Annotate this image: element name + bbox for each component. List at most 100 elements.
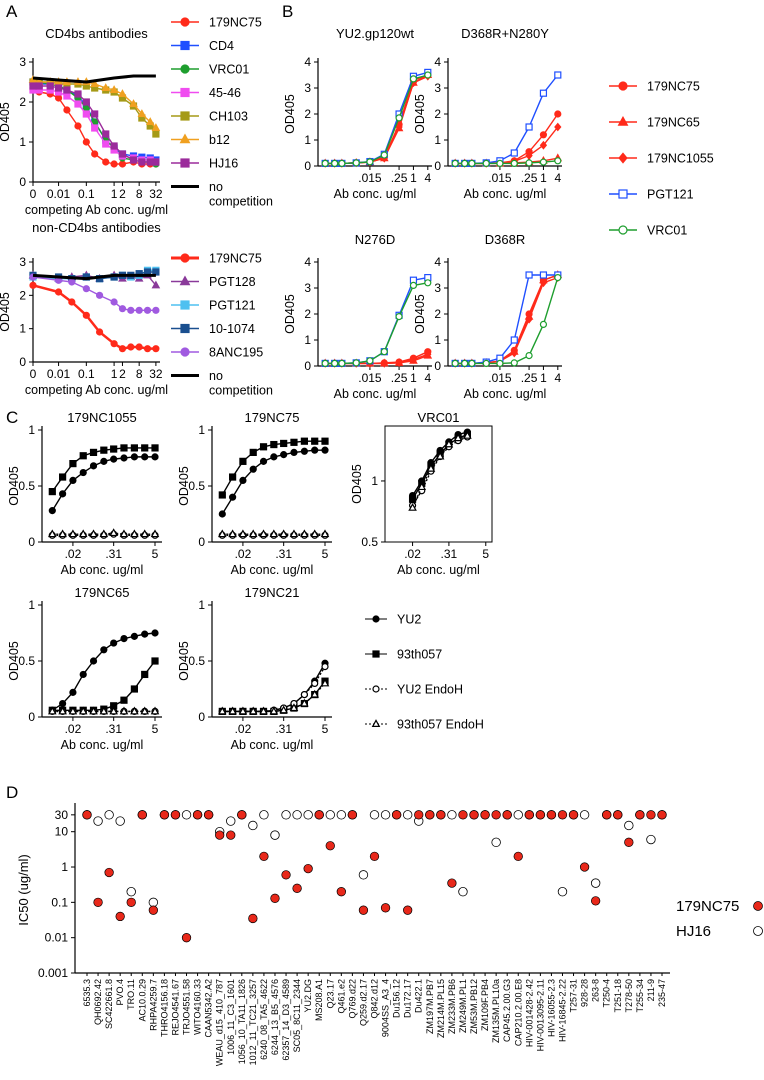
x-tick-label: 5 <box>322 722 329 736</box>
x-tick-label: 2 <box>119 187 126 201</box>
y-tick-label: 0.5 <box>18 479 35 493</box>
y-axis-label: OD405 <box>7 641 21 681</box>
y-tick-label: 0 <box>19 355 26 369</box>
x-tick-label: QH0692.42 <box>93 979 103 1025</box>
series-yu2 <box>48 453 159 515</box>
data-point <box>320 678 330 687</box>
data-point <box>310 529 320 538</box>
data-point <box>602 810 612 820</box>
data-point <box>102 140 110 148</box>
y-tick-label: 4 <box>434 55 441 69</box>
data-point <box>321 662 329 671</box>
x-tick-label: .31 <box>105 547 122 561</box>
chart-title: VRC01 <box>418 410 460 425</box>
y-tick-label: 2 <box>304 107 311 121</box>
data-point <box>347 810 358 820</box>
series-line <box>455 113 559 165</box>
data-point <box>135 343 143 351</box>
x-axis-label: Ab conc. ug/ml <box>231 738 314 752</box>
chart-title: 179NC75 <box>245 410 300 425</box>
data-point <box>338 359 346 367</box>
data-point <box>395 122 403 132</box>
data-point <box>554 274 562 282</box>
legend-marker <box>180 253 190 263</box>
y-tick-label: 4 <box>304 255 311 269</box>
data-point <box>409 281 418 289</box>
data-point <box>238 706 248 715</box>
data-point <box>127 306 135 314</box>
data-point <box>321 437 329 445</box>
series-vrc01 <box>451 157 562 167</box>
data-point <box>557 887 568 897</box>
x-axis-label: competing Ab conc. ug/ml <box>25 203 168 217</box>
data-point <box>226 830 236 840</box>
legend-label: VRC01 <box>647 224 687 238</box>
x-tick-label: 0.01 <box>47 187 71 201</box>
x-tick-label: SC422661.8 <box>104 979 114 1029</box>
y-tick-label: 1 <box>304 333 311 347</box>
data-point <box>69 476 77 484</box>
legend-marker <box>180 40 190 51</box>
data-point <box>110 639 118 647</box>
y-tick-label: 3 <box>19 255 26 269</box>
x-tick-label: WEAU_d15_410_787 <box>215 979 225 1066</box>
legend-marker <box>753 901 763 911</box>
data-point <box>95 291 104 299</box>
data-point <box>104 810 114 820</box>
x-axis-label: Ab conc. ug/ml <box>334 387 417 401</box>
series-8anc195 <box>29 273 160 314</box>
data-point <box>468 359 476 367</box>
data-point <box>590 878 601 888</box>
y-tick-label: 0 <box>198 710 205 724</box>
data-point <box>118 305 127 313</box>
data-point <box>151 629 159 637</box>
y-tick-label: 0 <box>19 175 26 189</box>
data-point <box>48 507 56 515</box>
data-point <box>491 810 501 820</box>
series-line <box>32 273 156 281</box>
chart-c4: 179NC65 0 0.5 1 .02 .31 5 Ab conc. ug/ml OD405 YU… <box>7 585 484 752</box>
chart-c2: 179NC75 0 0.5 1 .02 .31 5 Ab conc. ug/ml OD405 <box>177 410 332 577</box>
data-point <box>130 632 139 640</box>
series-179nc75 <box>29 281 160 353</box>
data-point <box>496 159 504 167</box>
data-point <box>141 453 149 461</box>
data-point <box>181 810 192 820</box>
legend-marker <box>180 111 190 121</box>
legend-marker <box>180 347 190 357</box>
data-point <box>646 834 656 845</box>
data-point <box>289 529 299 538</box>
data-point <box>435 451 445 460</box>
data-point <box>269 706 279 715</box>
x-tick-label: .02 <box>404 547 421 561</box>
y-tick-label: 10 <box>55 825 69 839</box>
x-tick-label: 1056_10_TA11_1826 <box>237 979 247 1064</box>
x-tick-label: .015 <box>358 371 382 385</box>
x-tick-label: .02 <box>65 547 82 561</box>
data-point <box>502 810 512 820</box>
chart-c1: 179NC1055 0 0.5 1 .02 .31 5 Ab conc. ug/ml OD405 <box>7 410 162 577</box>
data-point <box>352 359 360 367</box>
data-point <box>380 810 391 820</box>
data-point <box>436 810 446 820</box>
y-tick-label: 1 <box>28 598 35 612</box>
data-point <box>68 706 78 715</box>
y-tick-label: 1 <box>304 133 311 147</box>
data-point <box>91 150 99 158</box>
legend-label: 93th057 EndoH <box>397 718 484 732</box>
series-pgt121 <box>451 71 562 167</box>
y-axis-label: OD405 <box>350 464 364 504</box>
data-point <box>102 130 110 138</box>
data-point <box>279 529 288 538</box>
data-point <box>100 646 108 654</box>
y-tick-label: 1 <box>198 423 205 437</box>
series-line <box>52 660 156 711</box>
y-axis-label: OD405 <box>0 292 12 332</box>
x-axis-label: Ab conc. ug/ml <box>464 387 547 401</box>
data-point <box>229 493 237 501</box>
x-tick-label: CAP210.2.00.E8 <box>513 979 523 1046</box>
data-point <box>259 443 268 451</box>
data-point <box>300 529 309 538</box>
